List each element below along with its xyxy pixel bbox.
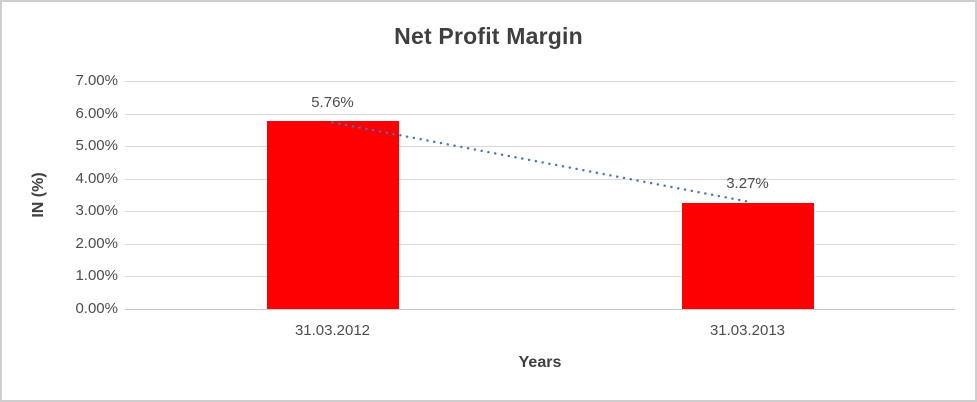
chart-title: Net Profit Margin — [394, 23, 583, 49]
y-tick-label: 2.00% — [75, 234, 118, 252]
y-tick-label: 4.00% — [75, 169, 118, 187]
gridline — [125, 276, 955, 278]
gridline — [125, 178, 955, 180]
y-tick-label: 3.00% — [75, 202, 118, 220]
y-tick-label: 6.00% — [75, 104, 118, 122]
trendline — [331, 121, 749, 203]
plot-area: 5.76% 3.27% — [125, 81, 955, 310]
bar-31.03.2012 — [266, 121, 399, 309]
y-tick-label: 1.00% — [75, 267, 118, 285]
gridline — [125, 243, 955, 245]
x-axis-line — [125, 309, 955, 310]
bar-31.03.2013 — [681, 202, 814, 309]
gridline — [125, 113, 955, 115]
gridline — [125, 81, 955, 82]
gridline — [125, 211, 955, 213]
y-tick-label: 5.00% — [75, 137, 118, 155]
data-label: 5.76% — [311, 94, 354, 112]
gridline — [125, 146, 955, 148]
x-tick-label: 31.03.2013 — [709, 322, 786, 339]
x-tick-label: 31.03.2012 — [294, 322, 371, 339]
data-label: 3.27% — [726, 175, 769, 193]
y-tick-label: 0.00% — [75, 300, 118, 317]
y-tick-label: 7.00% — [75, 72, 118, 89]
x-axis-title: Years — [518, 354, 562, 371]
